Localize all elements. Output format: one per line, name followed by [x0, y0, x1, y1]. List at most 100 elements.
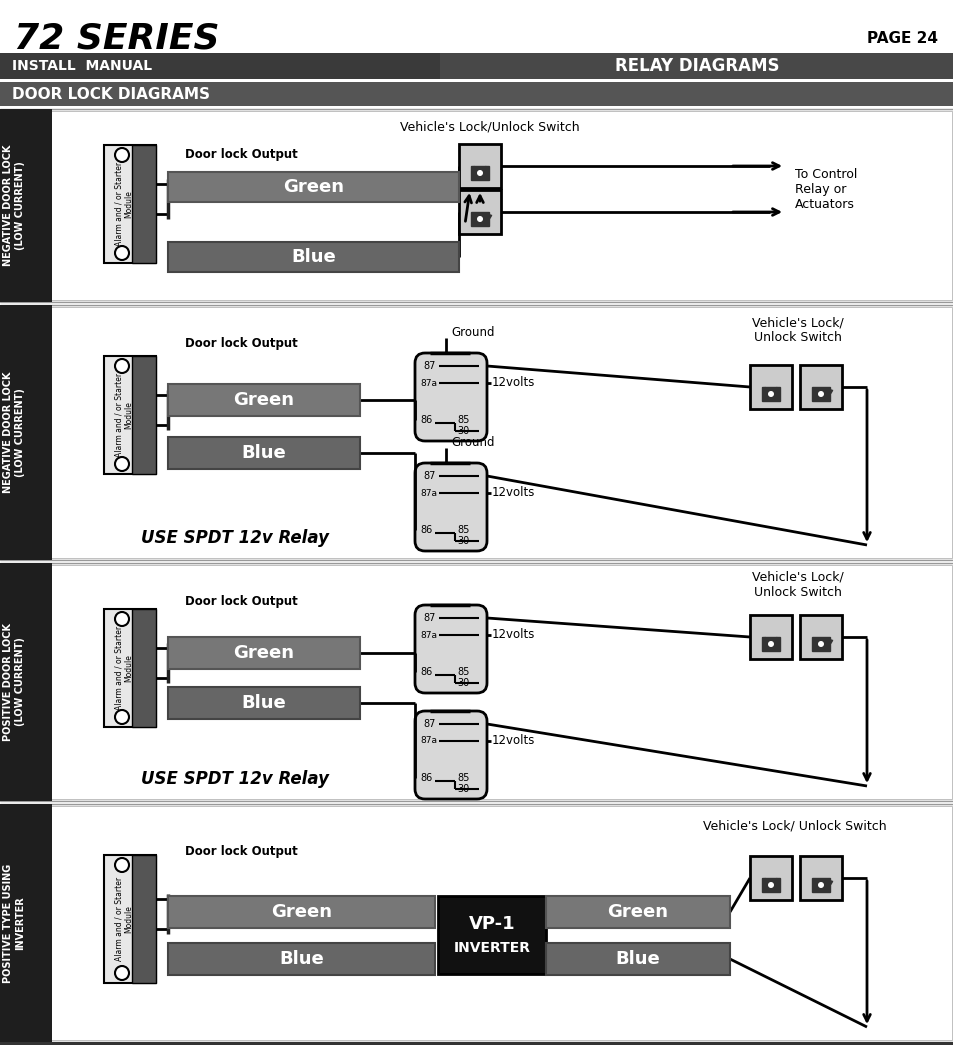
Text: Green: Green	[283, 178, 344, 196]
Bar	[471, 166, 489, 180]
Bar	[761, 387, 780, 401]
Bar	[458, 190, 500, 234]
FancyBboxPatch shape	[415, 353, 486, 441]
Text: Door lock Output: Door lock Output	[185, 845, 297, 859]
Circle shape	[817, 882, 823, 888]
Text: Blue: Blue	[615, 950, 659, 968]
Text: Green: Green	[271, 903, 332, 921]
Bar	[749, 856, 791, 900]
Circle shape	[115, 966, 129, 980]
Bar	[811, 637, 829, 651]
Bar	[168, 384, 359, 416]
Bar	[2, 307, 951, 558]
Text: 87: 87	[422, 719, 435, 729]
Circle shape	[115, 612, 129, 626]
Text: Blue: Blue	[241, 444, 286, 462]
Circle shape	[115, 246, 129, 260]
Text: 87: 87	[422, 471, 435, 481]
Bar	[0, 804, 52, 1042]
Text: 85: 85	[456, 415, 469, 425]
Text: Door lock Output: Door lock Output	[185, 147, 297, 161]
Text: Ground: Ground	[451, 326, 494, 340]
Circle shape	[115, 457, 129, 471]
Text: USE SPDT 12v Relay: USE SPDT 12v Relay	[141, 529, 329, 547]
Text: 12volts: 12volts	[492, 487, 535, 500]
Text: Alarm and / or Starter
Module: Alarm and / or Starter Module	[114, 626, 133, 710]
Bar	[0, 563, 953, 802]
Bar	[458, 144, 500, 188]
Text: 30: 30	[456, 784, 469, 794]
Bar	[132, 609, 156, 727]
Bar	[168, 172, 458, 202]
Text: Alarm and / or Starter
Module: Alarm and / or Starter Module	[114, 162, 133, 246]
Bar	[0, 82, 953, 106]
Circle shape	[767, 391, 773, 397]
Text: 87a: 87a	[419, 737, 436, 745]
FancyBboxPatch shape	[415, 605, 486, 693]
Text: 86: 86	[419, 773, 432, 783]
Text: NEGATIVE DOOR LOCK
(LOW CURRENT): NEGATIVE DOOR LOCK (LOW CURRENT)	[3, 145, 25, 266]
Bar	[132, 855, 156, 983]
Text: Door lock Output: Door lock Output	[185, 595, 297, 607]
Bar	[0, 563, 52, 802]
Text: 87: 87	[422, 361, 435, 371]
FancyBboxPatch shape	[415, 711, 486, 799]
FancyBboxPatch shape	[415, 463, 486, 551]
Text: Vehicle's Lock/ Unlock Switch: Vehicle's Lock/ Unlock Switch	[702, 819, 886, 833]
Bar	[800, 616, 841, 659]
Text: 87a: 87a	[419, 488, 436, 497]
Bar	[761, 878, 780, 892]
Circle shape	[115, 710, 129, 724]
Bar	[104, 855, 156, 983]
Text: 86: 86	[419, 525, 432, 535]
Text: USE SPDT 12v Relay: USE SPDT 12v Relay	[141, 770, 329, 788]
Text: POSITIVE DOOR LOCK
(LOW CURRENT): POSITIVE DOOR LOCK (LOW CURRENT)	[3, 623, 25, 741]
Text: 85: 85	[456, 667, 469, 677]
Text: Blue: Blue	[241, 694, 286, 712]
Text: Vehicle's Lock/
Unlock Switch: Vehicle's Lock/ Unlock Switch	[751, 316, 843, 344]
Bar	[168, 437, 359, 469]
Circle shape	[115, 858, 129, 872]
Text: 85: 85	[456, 525, 469, 535]
Bar	[811, 387, 829, 401]
Text: To Control
Relay or
Actuators: To Control Relay or Actuators	[794, 167, 857, 210]
Text: 72 SERIES: 72 SERIES	[14, 21, 219, 55]
Bar	[811, 878, 829, 892]
Circle shape	[476, 216, 482, 222]
Text: 12volts: 12volts	[492, 628, 535, 642]
Bar	[104, 356, 156, 474]
Bar	[439, 53, 953, 79]
Text: INVERTER: INVERTER	[453, 940, 530, 955]
Circle shape	[767, 641, 773, 647]
Bar	[168, 637, 359, 669]
Bar	[0, 305, 52, 560]
Text: 30: 30	[456, 426, 469, 436]
Bar	[132, 145, 156, 263]
Bar	[471, 212, 489, 226]
Text: VP-1: VP-1	[468, 915, 515, 933]
Bar	[545, 896, 729, 928]
Bar	[0, 53, 953, 79]
Bar	[0, 109, 953, 302]
Text: Vehicle's Lock/
Unlock Switch: Vehicle's Lock/ Unlock Switch	[751, 571, 843, 599]
Bar	[2, 806, 951, 1040]
Text: Blue: Blue	[291, 248, 335, 266]
Text: 87: 87	[422, 613, 435, 623]
Bar	[800, 856, 841, 900]
Bar	[2, 111, 951, 300]
Bar	[104, 145, 156, 263]
Text: Alarm and / or Starter
Module: Alarm and / or Starter Module	[114, 373, 133, 457]
Bar	[0, 109, 52, 302]
Text: 86: 86	[419, 415, 432, 425]
Text: Vehicle's Lock/Unlock Switch: Vehicle's Lock/Unlock Switch	[399, 120, 579, 134]
Bar	[168, 242, 458, 272]
Text: RELAY DIAGRAMS: RELAY DIAGRAMS	[614, 57, 779, 75]
Text: Green: Green	[233, 644, 294, 661]
Circle shape	[476, 170, 482, 176]
Text: 12volts: 12volts	[492, 735, 535, 747]
Bar	[0, 305, 953, 560]
Bar	[104, 609, 156, 727]
Text: 12volts: 12volts	[492, 376, 535, 390]
Text: INSTALL  MANUAL: INSTALL MANUAL	[12, 59, 152, 73]
Text: Green: Green	[607, 903, 668, 921]
